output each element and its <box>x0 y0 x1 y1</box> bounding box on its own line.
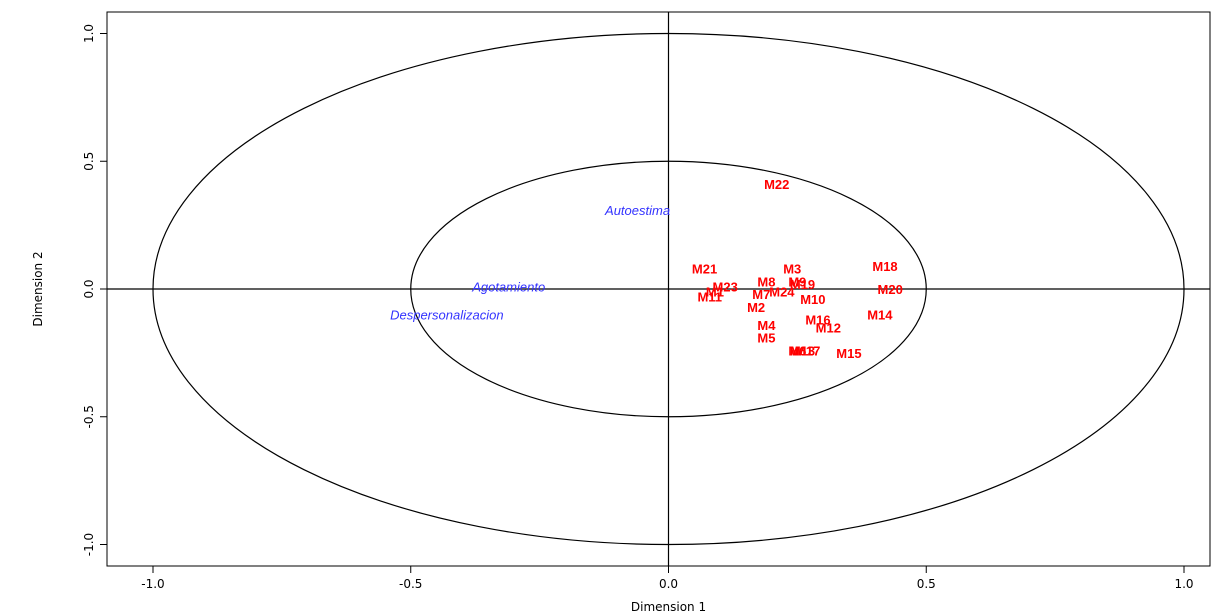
point-label-m2: M2 <box>747 300 765 315</box>
point-label-m21: M21 <box>692 262 717 277</box>
point-label-despersonalizacion: Despersonalizacion <box>390 308 503 323</box>
y-tick-label: 1.0 <box>82 24 96 43</box>
point-label-m14: M14 <box>867 308 893 323</box>
point-label-m6: M6 <box>788 343 806 358</box>
point-label-m18: M18 <box>872 259 897 274</box>
point-label-m3: M3 <box>783 262 801 277</box>
y-tick-label: 0.0 <box>82 279 96 298</box>
point-label-m19: M19 <box>790 277 815 292</box>
point-label-m10: M10 <box>800 292 825 307</box>
x-tick-label: 1.0 <box>1174 577 1193 591</box>
point-label-m12: M12 <box>816 320 841 335</box>
point-label-m23: M23 <box>713 279 738 294</box>
x-tick-label: 0.0 <box>659 577 678 591</box>
x-tick-label: -0.5 <box>399 577 422 591</box>
point-label-m20: M20 <box>878 282 903 297</box>
point-label-m15: M15 <box>836 346 861 361</box>
y-tick-label: -1.0 <box>82 533 96 556</box>
x-tick-label: -1.0 <box>141 577 164 591</box>
point-label-m9: M9 <box>788 274 806 289</box>
point-label-m8: M8 <box>757 274 775 289</box>
point-label-m11: M11 <box>697 290 722 305</box>
point-label-m16: M16 <box>805 313 830 328</box>
point-label-m5: M5 <box>757 331 775 346</box>
y-tick-label: -0.5 <box>82 405 96 428</box>
point-label-agotamiento: Agotamiento <box>471 279 545 294</box>
point-label-m4: M4 <box>757 318 776 333</box>
point-label-m24: M24 <box>769 285 795 300</box>
x-axis-title: Dimension 1 <box>631 600 706 614</box>
point-label-m22: M22 <box>764 177 789 192</box>
x-tick-label: 0.5 <box>917 577 936 591</box>
point-label-m17: M17 <box>795 343 820 358</box>
point-label-m1: M1 <box>706 285 724 300</box>
point-label-m13: M13 <box>790 343 815 358</box>
y-axis-title: Dimension 2 <box>31 251 45 326</box>
point-label-autoestima: Autoestima <box>604 203 670 218</box>
y-tick-label: 0.5 <box>82 152 96 171</box>
point-label-m7: M7 <box>752 287 770 302</box>
